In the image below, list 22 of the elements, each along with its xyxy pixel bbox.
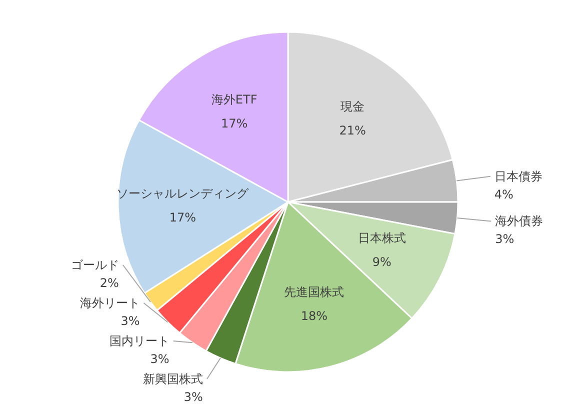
slice-label: ソーシャルレンディング <box>116 186 250 200</box>
data-label: 3% <box>150 352 170 366</box>
slice-label: 日本株式 <box>358 230 406 245</box>
data-label: 9% <box>372 254 392 269</box>
data-label: 17% <box>221 116 248 130</box>
data-label: 18% <box>300 309 328 324</box>
data-label: 21% <box>339 124 366 138</box>
slice-label: 海外リート <box>80 296 140 310</box>
slice-label: 国内リート <box>109 334 170 348</box>
slice-label: 海外債券 <box>495 214 544 228</box>
data-label: 17% <box>169 210 196 224</box>
data-label: 3% <box>495 232 514 246</box>
data-label: 3% <box>120 314 140 328</box>
slice-label: 日本債券 <box>494 169 542 184</box>
slice-label: 海外ETF <box>211 92 258 106</box>
slice-label: 先進国株式 <box>284 285 344 300</box>
data-label: 4% <box>494 187 514 202</box>
slice-label: 新興国株式 <box>142 372 203 386</box>
slice-label: 現金 <box>340 100 365 114</box>
data-label: 3% <box>184 390 203 404</box>
slice-label: ゴールド <box>70 258 119 272</box>
data-label: 2% <box>100 276 119 290</box>
